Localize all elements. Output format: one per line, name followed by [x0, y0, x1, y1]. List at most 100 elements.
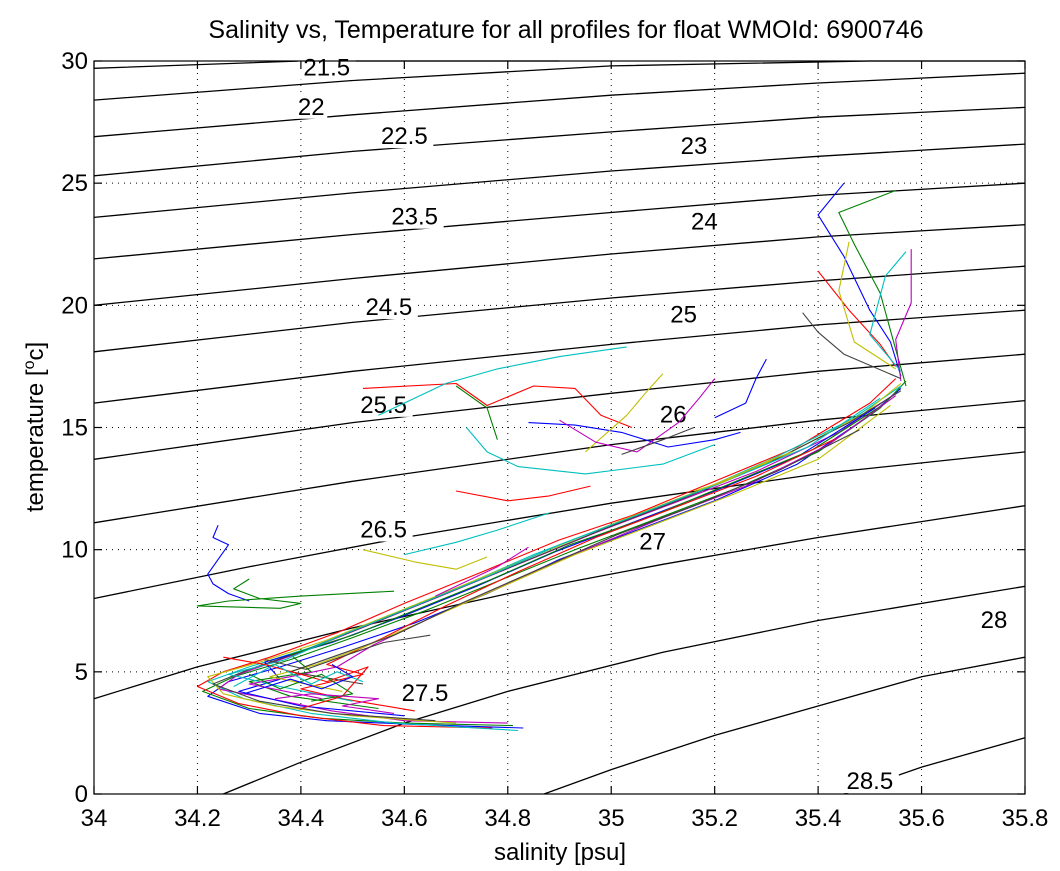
x-tick-label: 34.8: [484, 805, 531, 832]
y-axis-title-tail: c]: [22, 342, 49, 361]
profile-line: [362, 549, 488, 570]
contour-label: 24.5: [365, 294, 412, 321]
y-axis-title: temperature [oc]: [21, 342, 49, 512]
x-tick-label: 34.4: [278, 805, 325, 832]
density-contour-line: [223, 585, 1026, 795]
contour-label: 24: [691, 209, 718, 236]
y-tick-label: 0: [75, 781, 88, 808]
y-axis-ticks: 0 5 10 15 20 25 30: [61, 48, 1025, 808]
y-axis-title-main: temperature [: [22, 369, 49, 512]
contour-label-backdrop: [354, 515, 413, 542]
profile-line: [455, 385, 498, 440]
profile-line: [227, 397, 881, 702]
profile-line: [465, 427, 715, 475]
profile-line: [817, 182, 902, 377]
plot-area-background: [94, 61, 1025, 794]
contour-label: 22.5: [381, 123, 428, 150]
profile-line: [248, 402, 886, 710]
density-contour-line: [93, 505, 1026, 700]
profile-line: [869, 251, 907, 372]
density-contour-line: [93, 451, 1026, 600]
x-axis-title: salinity [psu]: [494, 839, 626, 866]
x-tick-label: 35: [598, 805, 625, 832]
x-tick-label: 35.8: [1002, 805, 1049, 832]
x-tick-label: 35.2: [691, 805, 738, 832]
y-axis-title-superscript: o: [21, 360, 38, 369]
contour-label-backdrop: [359, 293, 418, 320]
x-tick-label: 35.4: [795, 805, 842, 832]
profile-line: [693, 451, 793, 492]
x-tick-label: 34: [81, 805, 108, 832]
grid-lines: [94, 61, 1025, 794]
density-contour-line: [93, 224, 1026, 306]
profile-line: [455, 485, 591, 502]
density-contour-line: [93, 182, 1026, 260]
x-tick-label: 34.2: [174, 805, 221, 832]
contour-label: 25: [670, 301, 697, 328]
y-tick-label: 15: [61, 415, 88, 442]
profile-line: [714, 358, 767, 419]
contour-label: 28: [981, 607, 1008, 634]
profile-line: [196, 378, 897, 729]
contour-label: 23.5: [391, 204, 438, 231]
profile-line: [196, 578, 395, 609]
x-axis-ticks: 34 34.2 34.4 34.6 34.8 35 35.2 35.4 35.6 35.8: [81, 61, 1049, 832]
profile-line: [802, 312, 902, 380]
profile-line: [895, 249, 912, 382]
density-contour-line: [543, 656, 1026, 795]
contour-label-backdrop: [840, 767, 899, 794]
y-tick-label: 5: [75, 659, 88, 686]
contour-label: 28.5: [846, 768, 893, 795]
profile-series: [196, 182, 912, 732]
contour-label-backdrop: [385, 202, 444, 229]
profile-line: [207, 387, 902, 729]
profile-line: [243, 664, 354, 695]
density-contour-line: [93, 265, 1026, 353]
y-tick-label: 10: [61, 537, 88, 564]
density-contour-line: [93, 399, 1026, 524]
profile-line: [435, 546, 529, 597]
profile-line: [838, 241, 896, 370]
x-tick-label: 34.6: [381, 805, 428, 832]
contour-label: 22: [298, 94, 325, 121]
y-tick-label: 25: [61, 170, 88, 197]
contour-label: 21.5: [303, 55, 350, 82]
contour-label-backdrop: [977, 605, 1010, 632]
profile-line: [207, 524, 250, 602]
profile-line: [289, 429, 860, 685]
profile-line: [300, 436, 840, 712]
profile-line: [362, 382, 633, 429]
contour-label: 23: [681, 133, 708, 160]
profile-line: [238, 407, 876, 717]
contour-label-backdrop: [295, 92, 328, 119]
contour-label-backdrop: [677, 131, 710, 158]
contour-label: 26: [660, 402, 687, 429]
profile-line: [207, 383, 902, 724]
profile-line: [233, 663, 364, 687]
contour-label-backdrop: [688, 207, 721, 234]
profile-line: [378, 346, 627, 416]
profile-line: [559, 378, 716, 453]
x-tick-label: 35.6: [898, 805, 945, 832]
profile-line: [404, 512, 550, 556]
profile-line: [264, 634, 431, 670]
contour-label-backdrop: [657, 400, 690, 427]
contour-label-backdrop: [636, 527, 669, 554]
density-contour-line: [93, 353, 1026, 460]
y-tick-label: 20: [61, 292, 88, 319]
contour-label-backdrop: [667, 300, 700, 327]
density-contour-line: [93, 106, 1026, 177]
contour-label: 27: [639, 529, 666, 556]
contour-label-backdrop: [396, 679, 455, 706]
contour-label-backdrop: [297, 53, 356, 80]
contour-label: 26.5: [360, 516, 407, 543]
contour-label-backdrop: [375, 122, 434, 149]
density-contour-line: [93, 143, 1026, 219]
y-tick-label: 30: [61, 48, 88, 75]
contour-label: 27.5: [402, 680, 449, 707]
density-contour-line: [93, 72, 1026, 138]
profile-line: [274, 693, 395, 714]
